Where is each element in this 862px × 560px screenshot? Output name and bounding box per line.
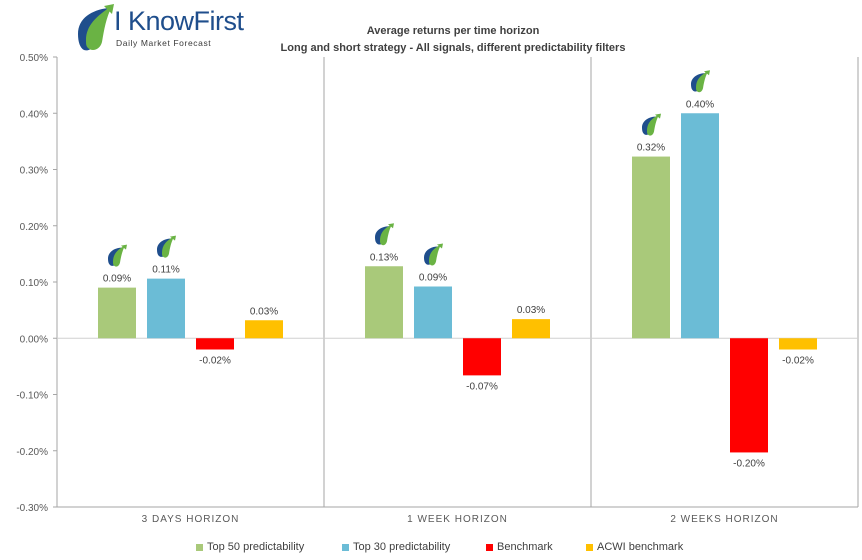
category-label: 1 WEEK HORIZON: [407, 514, 508, 525]
logo-wordmark: I KnowFirst: [114, 6, 244, 36]
data-label: 0.13%: [370, 252, 398, 263]
bar: [463, 338, 501, 376]
y-tick-label: -0.30%: [16, 503, 48, 514]
chart-subtitle: Long and short strategy - All signals, d…: [281, 42, 626, 54]
company-logo: I KnowFirst Daily Market Forecast: [74, 4, 244, 56]
legend-swatch: [196, 543, 203, 551]
data-label: 0.03%: [250, 306, 278, 317]
data-label: -0.02%: [199, 356, 231, 367]
y-tick-label: 0.10%: [20, 278, 48, 289]
legend-label: Benchmark: [497, 541, 553, 553]
bar: [681, 113, 719, 339]
logo-marker-icon: [424, 243, 443, 266]
y-tick-label: 0.20%: [20, 222, 48, 233]
data-label: 0.40%: [686, 99, 714, 110]
data-label: 0.32%: [637, 143, 665, 154]
data-label: 0.03%: [517, 305, 545, 316]
y-tick-label: 0.50%: [20, 53, 48, 64]
chart-title: Average returns per time horizon: [367, 25, 540, 37]
data-label: 0.09%: [103, 274, 131, 285]
legend-swatch: [586, 543, 593, 551]
legend-swatch: [486, 543, 493, 551]
legend-item: Top 30 predictability: [342, 541, 450, 553]
bar: [245, 320, 283, 339]
category-label: 3 DAYS HORIZON: [142, 514, 240, 525]
data-label: -0.07%: [466, 381, 498, 392]
y-tick-label: 0.30%: [20, 166, 48, 177]
bar: [512, 319, 550, 339]
bar: [414, 286, 452, 339]
bar: [779, 338, 817, 350]
y-tick-label: -0.20%: [16, 447, 48, 458]
bar: [147, 278, 185, 339]
legend-label: ACWI benchmark: [597, 541, 684, 553]
legend-item: Benchmark: [486, 541, 553, 553]
data-label: -0.20%: [733, 458, 765, 469]
logo-marker-icon: [375, 223, 394, 246]
bar: [98, 287, 136, 339]
data-label: -0.02%: [782, 356, 814, 367]
data-label: 0.09%: [419, 273, 447, 284]
data-label: 0.11%: [152, 265, 180, 276]
y-tick-label: 0.00%: [20, 334, 48, 345]
logo-arrow-icon: [78, 4, 114, 51]
logo-tagline: Daily Market Forecast: [116, 38, 212, 48]
plot-area: -0.30% -0.20% -0.10% 0.00% 0.10% 0.20% 0.30% 0.…: [16, 53, 859, 525]
legend-label: Top 50 predictability: [207, 541, 305, 553]
y-tick-label: 0.40%: [20, 109, 48, 120]
legend-swatch: [342, 543, 349, 551]
category-label: 2 WEEKS HORIZON: [670, 514, 778, 525]
legend-label: Top 30 predictability: [353, 541, 451, 553]
bar: [365, 266, 403, 339]
bar: [730, 338, 768, 453]
logo-marker-icon: [108, 244, 127, 267]
legend-item: Top 50 predictability: [196, 541, 304, 553]
logo-marker-icon: [642, 113, 661, 136]
legend: Top 50 predictability Top 30 predictabili…: [0, 541, 862, 557]
logo-marker-icon: [157, 235, 176, 258]
logo-marker-icon: [691, 70, 710, 93]
y-tick-label: -0.10%: [16, 391, 48, 402]
legend-item: ACWI benchmark: [586, 541, 683, 553]
bar: [196, 338, 234, 350]
bar: [632, 156, 670, 339]
